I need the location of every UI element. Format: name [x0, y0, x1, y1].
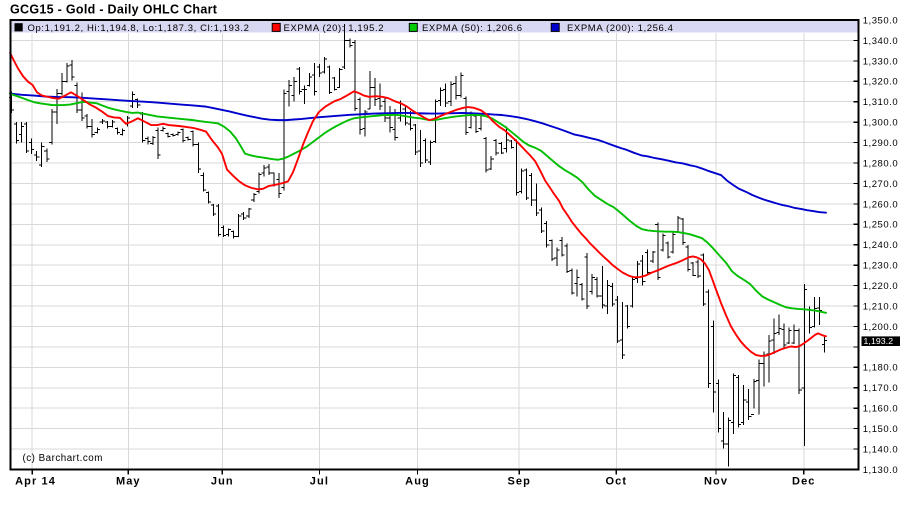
svg-text:Jul: Jul [310, 476, 329, 488]
svg-text:1,340.0: 1,340.0 [863, 36, 899, 47]
svg-text:Nov: Nov [704, 476, 728, 488]
svg-text:Op:1,191.2, Hi:1,194.8, Lo:1,1: Op:1,191.2, Hi:1,194.8, Lo:1,187.3, Cl:1… [28, 23, 250, 34]
svg-text:1,350.0: 1,350.0 [863, 15, 899, 26]
svg-text:1,260.0: 1,260.0 [863, 199, 899, 210]
svg-text:1,193.2: 1,193.2 [864, 336, 894, 346]
svg-text:Sep: Sep [507, 476, 530, 488]
svg-text:1,230.0: 1,230.0 [863, 261, 899, 272]
svg-text:1,240.0: 1,240.0 [863, 240, 899, 251]
svg-text:1,220.0: 1,220.0 [863, 281, 899, 292]
svg-text:1,210.0: 1,210.0 [863, 301, 899, 312]
svg-text:1,180.0: 1,180.0 [863, 363, 899, 374]
svg-text:EXPMA (20): 1,195.2: EXPMA (20): 1,195.2 [284, 23, 385, 34]
svg-text:1,310.0: 1,310.0 [863, 97, 899, 108]
svg-text:1,290.0: 1,290.0 [863, 138, 899, 149]
svg-text:EXPMA (200): 1,256.4: EXPMA (200): 1,256.4 [567, 23, 674, 34]
svg-text:1,200.0: 1,200.0 [863, 322, 899, 333]
svg-text:1,320.0: 1,320.0 [863, 77, 899, 88]
svg-text:EXPMA (50): 1,206.6: EXPMA (50): 1,206.6 [422, 23, 523, 34]
svg-text:1,160.0: 1,160.0 [863, 404, 899, 415]
svg-text:1,150.0: 1,150.0 [863, 424, 899, 435]
svg-text:(c) Barchart.com: (c) Barchart.com [23, 453, 103, 464]
svg-text:1,330.0: 1,330.0 [863, 56, 899, 67]
svg-text:1,130.0: 1,130.0 [863, 465, 899, 476]
svg-text:Aug: Aug [405, 476, 430, 488]
svg-text:May: May [116, 476, 141, 488]
svg-text:1,280.0: 1,280.0 [863, 158, 899, 169]
svg-text:Oct: Oct [605, 476, 627, 488]
svg-text:Dec: Dec [792, 476, 815, 488]
svg-text:1,300.0: 1,300.0 [863, 118, 899, 129]
svg-text:1,270.0: 1,270.0 [863, 179, 899, 190]
svg-text:1,250.0: 1,250.0 [863, 220, 899, 231]
svg-text:Apr 14: Apr 14 [15, 476, 56, 488]
svg-text:Jun: Jun [211, 476, 234, 488]
svg-text:GCG15 - Gold - Daily OHLC Char: GCG15 - Gold - Daily OHLC Chart [10, 3, 218, 17]
svg-text:1,170.0: 1,170.0 [863, 383, 899, 394]
svg-text:1,140.0: 1,140.0 [863, 444, 899, 455]
